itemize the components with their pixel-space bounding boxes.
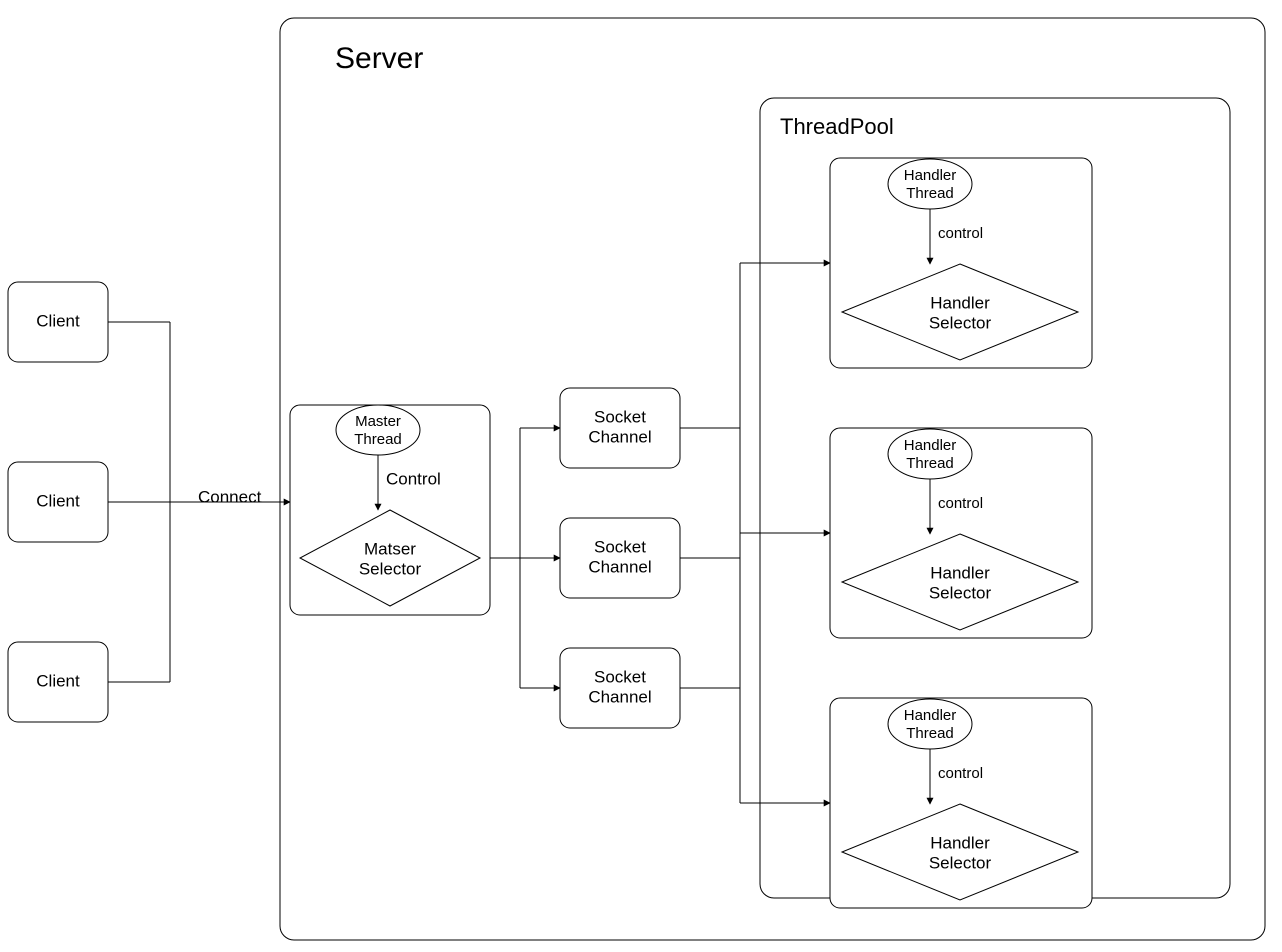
- architecture-diagram: Server ThreadPool Client Client Client Connec…: [0, 0, 1282, 952]
- socket-label1-0: Socket: [594, 407, 646, 426]
- handler-thread-label2-0: Thread: [906, 185, 954, 202]
- master-selector-label2: Selector: [359, 559, 422, 578]
- handler-selector-label2-1: Selector: [929, 583, 992, 602]
- master-selector-label1: Matser: [364, 539, 416, 558]
- handler-selector-label2-2: Selector: [929, 853, 992, 872]
- connect-label: Connect: [198, 487, 262, 506]
- handler-thread-label1-1: Handler: [904, 437, 957, 454]
- handler-control-label-2: control: [938, 765, 983, 782]
- client-label-1: Client: [36, 491, 80, 510]
- socket-label2-0: Channel: [588, 427, 651, 446]
- handler-selector-label2-0: Selector: [929, 313, 992, 332]
- handler-thread-label2-1: Thread: [906, 455, 954, 472]
- handler-control-label-1: control: [938, 495, 983, 512]
- client-label-0: Client: [36, 311, 80, 330]
- master-control-label: Control: [386, 469, 441, 488]
- server-title: Server: [335, 42, 423, 75]
- handler-selector-label1-1: Handler: [930, 563, 990, 582]
- socket-label2-1: Channel: [588, 557, 651, 576]
- handler-selector-label1-2: Handler: [930, 833, 990, 852]
- handler-control-label-0: control: [938, 225, 983, 242]
- threadpool-title: ThreadPool: [780, 114, 894, 139]
- master-thread-label2: Thread: [354, 431, 402, 448]
- handler-selector-label1-0: Handler: [930, 293, 990, 312]
- socket-label2-2: Channel: [588, 687, 651, 706]
- master-thread-label1: Master: [355, 413, 401, 430]
- client-label-2: Client: [36, 671, 80, 690]
- handler-thread-label1-2: Handler: [904, 707, 957, 724]
- socket-label1-1: Socket: [594, 537, 646, 556]
- socket-label1-2: Socket: [594, 667, 646, 686]
- handler-thread-label1-0: Handler: [904, 167, 957, 184]
- handler-thread-label2-2: Thread: [906, 725, 954, 742]
